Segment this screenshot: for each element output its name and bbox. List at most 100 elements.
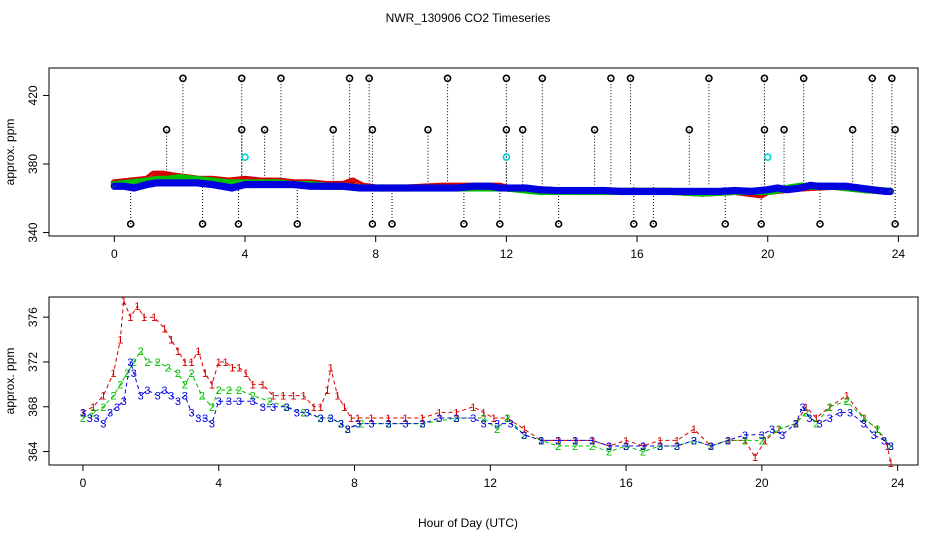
flag-point (126, 220, 135, 228)
series-2-marker: 2 (216, 385, 222, 397)
flag-point (649, 220, 658, 228)
series-3-marker: 3 (144, 385, 150, 397)
series-2-marker: 2 (338, 419, 344, 431)
top-panel: approx. ppm 0 4 8 12 16 20 24 340 380 420 (3, 67, 919, 261)
series-2-marker: 2 (494, 424, 500, 436)
series-3-marker: 3 (127, 357, 133, 369)
series-3-marker: 3 (606, 441, 612, 453)
top-y-tick-label: 340 (26, 222, 40, 242)
series-1-marker: 1 (168, 335, 174, 347)
series-3-marker: 3 (155, 391, 161, 403)
series-3-point (886, 187, 894, 196)
series-2-marker: 2 (813, 419, 819, 431)
flag-point (760, 74, 769, 83)
series-2-marker: 2 (555, 441, 561, 453)
flag-point (496, 220, 504, 228)
series-1-marker: 1 (243, 368, 249, 380)
bottom-y-tick-label: 364 (26, 441, 40, 461)
flag-point (848, 125, 857, 134)
series-1-marker: 1 (141, 312, 147, 324)
series-2-marker: 2 (640, 447, 646, 459)
series-2-marker: 2 (199, 391, 205, 403)
series-1-marker: 1 (385, 413, 391, 425)
series-1-marker: 1 (776, 424, 782, 436)
series-2-marker: 2 (100, 402, 106, 414)
flag-point (277, 74, 285, 83)
flag-point (607, 74, 615, 83)
series-2-marker: 2 (589, 441, 595, 453)
series-2-marker: 2 (827, 402, 833, 414)
series-1-marker: 1 (555, 435, 561, 447)
series-3-marker: 3 (107, 407, 113, 419)
bottom-y-tick-label: 376 (26, 307, 40, 327)
series-1-marker: 1 (752, 452, 758, 464)
series-3-marker: 3 (189, 407, 195, 419)
series-3-marker: 3 (538, 435, 544, 447)
top-x-tick-label: 20 (761, 247, 775, 261)
series-1-marker: 1 (572, 435, 578, 447)
top-data-marks (110, 74, 899, 228)
series-2-marker: 2 (209, 402, 215, 414)
series-1-marker: 1 (419, 413, 425, 425)
series-1-marker: 1 (368, 413, 374, 425)
series-1-marker: 1 (121, 295, 127, 307)
series-1-marker: 1 (229, 363, 235, 375)
series-2-marker: 2 (144, 357, 150, 369)
series-1-marker: 1 (813, 413, 819, 425)
flag-point (502, 125, 511, 134)
series-3-marker: 3 (555, 435, 561, 447)
flag-point (365, 74, 373, 83)
series-1-marker: 1 (209, 379, 215, 391)
series-1-marker: 1 (708, 441, 714, 453)
series-3-marker: 3 (93, 413, 99, 425)
series-1-marker: 1 (311, 402, 317, 414)
flag-point (237, 74, 246, 83)
top-x-tick-label: 8 (372, 247, 379, 261)
flag-point (760, 125, 769, 134)
series-2-marker: 2 (328, 413, 334, 425)
series-3-marker: 3 (270, 402, 276, 414)
series-2-marker: 2 (189, 368, 195, 380)
series-3-marker: 3 (480, 419, 486, 431)
series-3-marker: 3 (355, 419, 361, 431)
series-2-marker: 2 (358, 419, 364, 431)
bottom-y-tick-label: 372 (26, 352, 40, 372)
series-2-marker: 2 (861, 413, 867, 425)
series-2-line (82, 349, 892, 453)
series-3-marker: 3 (419, 419, 425, 431)
flag-point (626, 74, 635, 83)
series-2-marker: 2 (182, 379, 188, 391)
series-3-marker: 3 (837, 407, 843, 419)
series-2-marker: 2 (175, 368, 181, 380)
series-3-marker: 3 (114, 402, 120, 414)
series-2-marker: 2 (674, 441, 680, 453)
flag-point (816, 220, 824, 228)
series-3-marker: 3 (708, 441, 714, 453)
flag-point (443, 74, 452, 83)
series-2-marker: 2 (504, 413, 510, 425)
series-3-marker: 3 (623, 441, 629, 453)
series-3-marker: 3 (521, 430, 527, 442)
series-2-marker: 2 (80, 413, 86, 425)
series-2-marker: 2 (572, 441, 578, 453)
series-2-marker: 2 (226, 385, 232, 397)
series-3-marker: 3 (759, 430, 765, 442)
series-2-marker: 2 (90, 407, 96, 419)
series-2-marker: 2 (301, 407, 307, 419)
series-1-marker: 1 (324, 385, 330, 397)
series-3-marker: 3 (260, 402, 266, 414)
series-1-marker: 1 (589, 435, 595, 447)
flag-point (685, 125, 694, 134)
series-2-marker: 2 (793, 419, 799, 431)
series-1-marker: 1 (189, 357, 195, 369)
series-2-marker: 2 (267, 396, 273, 408)
flag-point (162, 125, 171, 134)
series-2-marker: 2 (284, 402, 290, 414)
flag-point (757, 220, 765, 228)
series-3-marker: 3 (769, 424, 775, 436)
series-2-marker: 2 (742, 435, 748, 447)
series-1-marker: 1 (134, 301, 140, 313)
series-3-marker: 3 (674, 441, 680, 453)
series-3-marker: 3 (284, 402, 290, 414)
